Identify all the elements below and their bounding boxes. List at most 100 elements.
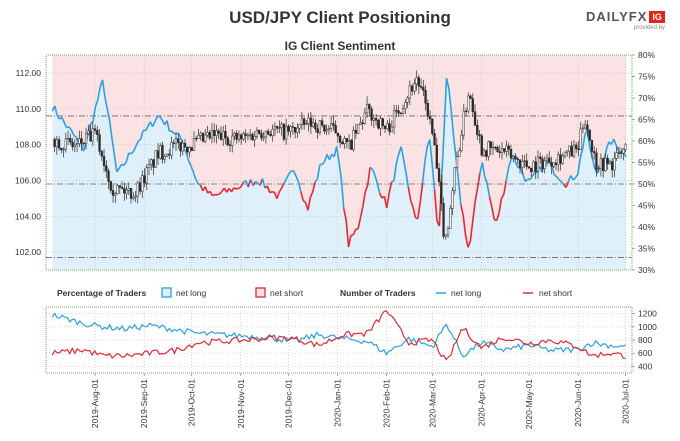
long-region: [339, 170, 342, 270]
sentiment-long-segment: [154, 115, 159, 122]
short-region: [219, 55, 223, 193]
long-region: [405, 179, 409, 270]
long-region: [417, 210, 421, 270]
short-region: [506, 55, 509, 175]
sentiment-short-segment: [238, 186, 242, 190]
long-region: [85, 138, 89, 270]
long-region: [565, 184, 569, 270]
short-region: [522, 55, 526, 178]
short-region: [152, 55, 156, 125]
candle-body: [489, 141, 492, 148]
long-region: [296, 178, 299, 270]
sentiment-long-segment: [178, 133, 183, 141]
long-region: [482, 169, 486, 270]
sentiment-long-segment: [507, 159, 512, 168]
long-region: [623, 153, 626, 270]
short-region: [296, 55, 299, 179]
candle-body: [460, 134, 463, 152]
short-region: [210, 55, 213, 194]
net-long-traders-line: [51, 312, 627, 358]
traders-lines: [51, 310, 627, 361]
short-region: [408, 55, 411, 194]
percent-tick-label: 75%: [638, 72, 655, 82]
long-region: [465, 241, 469, 270]
short-region: [417, 55, 421, 211]
short-region: [176, 55, 180, 134]
short-region: [331, 55, 335, 156]
candle-body: [361, 122, 364, 124]
long-region: [159, 118, 163, 270]
long-region: [518, 167, 521, 270]
sentiment-short-segment: [311, 181, 316, 193]
candle-body: [329, 123, 333, 129]
long-region: [370, 168, 373, 270]
sentiment-short-segment: [218, 190, 223, 195]
short-region: [174, 55, 177, 134]
long-region: [544, 162, 548, 270]
candle-body: [532, 161, 535, 173]
candle-body: [233, 133, 236, 137]
long-region: [573, 178, 576, 270]
candle-body: [287, 125, 290, 132]
short-region: [121, 55, 125, 165]
short-region: [381, 55, 385, 198]
candle-body: [530, 167, 533, 173]
short-region: [202, 55, 206, 189]
long-region: [341, 193, 345, 270]
candle-body: [451, 190, 454, 209]
short-region: [243, 55, 247, 182]
price-tick-label: 102.00: [15, 247, 41, 257]
candle-body: [183, 142, 187, 148]
candle-body: [172, 142, 175, 144]
sentiment-short-segment: [357, 217, 362, 229]
long-region: [424, 153, 428, 270]
short-region: [616, 55, 619, 149]
price-tick-label: 104.00: [15, 211, 41, 221]
candle-body: [395, 110, 398, 112]
long-region: [549, 163, 552, 270]
candle-body: [471, 98, 474, 113]
sentiment-long-segment: [570, 175, 574, 181]
long-region: [102, 88, 106, 271]
chart-title: USD/JPY Client Positioning: [229, 8, 451, 27]
candle-body: [491, 146, 495, 149]
long-region: [620, 151, 624, 270]
sentiment-short-segment: [269, 190, 273, 194]
long-region: [109, 129, 113, 270]
short-region: [322, 55, 325, 163]
long-region: [315, 180, 318, 270]
short-region: [439, 55, 443, 203]
candle-body: [62, 148, 65, 151]
sentiment-short-segment: [503, 180, 508, 195]
candle-body: [237, 134, 241, 140]
short-region: [145, 55, 149, 129]
sentiment-long-segment: [171, 130, 175, 135]
long-region: [484, 180, 488, 270]
long-region: [358, 223, 361, 270]
candle-body: [87, 130, 90, 134]
long-region: [178, 136, 182, 270]
long-region: [501, 196, 505, 270]
sentiment-short-segment: [300, 191, 304, 201]
sentiment-short-segment: [266, 185, 271, 193]
sentiment-short-segment: [366, 167, 371, 186]
long-region: [331, 155, 335, 270]
short-region: [112, 55, 115, 148]
sentiment-long-segment: [135, 140, 140, 147]
sentiment-short-segment: [388, 181, 393, 194]
candle-body: [53, 138, 56, 147]
long-region: [537, 169, 540, 270]
short-region: [164, 55, 168, 123]
long-region: [489, 201, 493, 270]
long-region: [389, 187, 392, 270]
short-region: [312, 55, 316, 188]
long-region: [305, 206, 309, 270]
candle-body: [154, 150, 157, 168]
long-region: [152, 124, 156, 270]
legend: Percentage of Traders net long net short…: [57, 287, 573, 298]
candle-body: [82, 142, 85, 145]
candle-body: [235, 133, 238, 140]
sentiment-short-segment: [409, 200, 414, 208]
short-region: [200, 55, 204, 188]
date-tick-label: 2020-May-01: [524, 379, 534, 429]
